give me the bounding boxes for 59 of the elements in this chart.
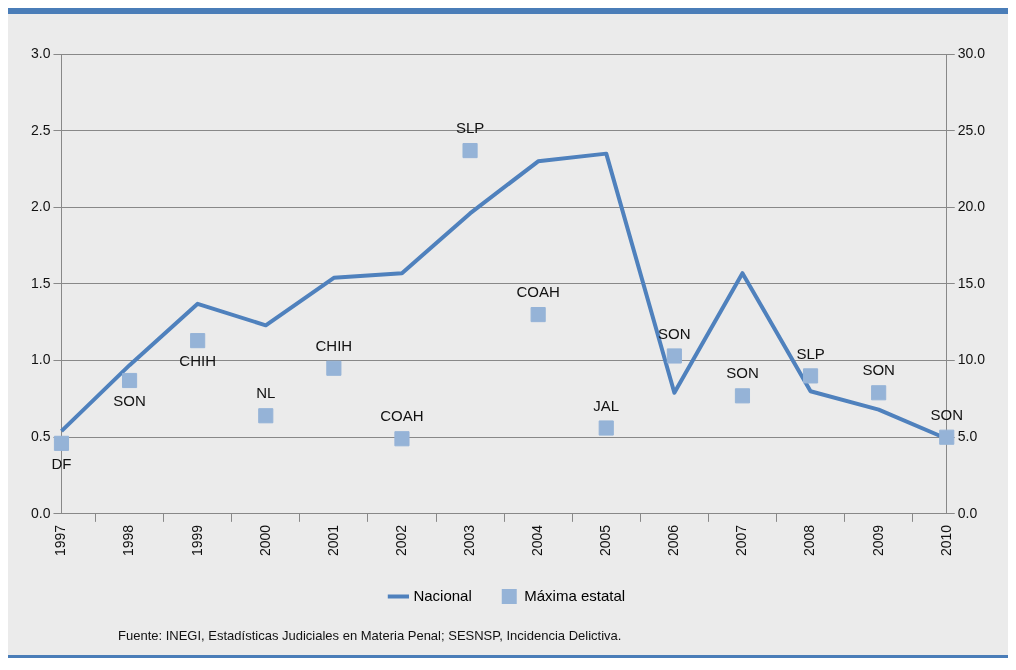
data-label: NL xyxy=(256,384,276,402)
x-tick-label: 2000 xyxy=(256,524,273,557)
data-label: SON xyxy=(658,324,691,342)
data-label: DF xyxy=(51,454,72,472)
point xyxy=(666,348,682,364)
y2-tick-label: 15.0 xyxy=(957,274,986,291)
y2-tick-label: 25.0 xyxy=(957,121,986,138)
y2-tick-label: 5.0 xyxy=(957,428,978,445)
legend-label: Nacional xyxy=(413,586,472,604)
data-label: SON xyxy=(930,405,964,423)
legend-label: Máxima estatal xyxy=(524,586,626,604)
point xyxy=(326,360,342,376)
point xyxy=(394,431,410,447)
x-tick-label: 2003 xyxy=(460,524,477,557)
y2-tick-label: 10.0 xyxy=(957,351,986,368)
point xyxy=(190,333,206,349)
x-tick-label: 2002 xyxy=(392,524,409,557)
point xyxy=(734,388,751,404)
x-tick-label: 1999 xyxy=(188,524,205,557)
y-tick-label: 1.0 xyxy=(30,351,51,368)
x-tick-label: 2010 xyxy=(937,524,954,557)
point xyxy=(258,408,274,424)
y-tick-label: 2.0 xyxy=(30,198,51,215)
y-tick-label: 2.5 xyxy=(30,121,51,138)
data-label: CHIH xyxy=(315,336,353,354)
data-label: COAH xyxy=(516,283,560,301)
y2-tick-label: 30.0 xyxy=(957,44,986,61)
y-tick-label: 1.5 xyxy=(30,274,51,291)
y-tick-label: 3.0 xyxy=(30,44,51,61)
x-tick-label: 2006 xyxy=(665,524,682,557)
y-tick-label: 0.0 xyxy=(30,504,51,521)
data-label: SON xyxy=(726,364,759,382)
data-label: SLP xyxy=(796,344,825,362)
source-note: Fuente: INEGI, Estadísticas Judiciales en Materia Penal; SESNSP, Incidencia Delictiva. xyxy=(117,627,623,645)
y2-tick-label: 0.0 xyxy=(957,504,978,521)
point xyxy=(871,385,887,401)
y2-tick-label: 20.0 xyxy=(957,198,986,215)
point xyxy=(462,143,478,159)
x-tick-label: 1997 xyxy=(52,524,69,557)
point xyxy=(939,429,955,445)
point xyxy=(530,307,546,323)
point xyxy=(598,420,614,436)
x-tick-label: 1998 xyxy=(120,524,137,557)
y-tick-label: 0.5 xyxy=(30,428,51,445)
x-tick-label: 2001 xyxy=(324,524,341,557)
data-label: SLP xyxy=(455,119,485,137)
data-label: SON xyxy=(862,361,895,379)
x-tick-label: 2007 xyxy=(733,524,750,557)
data-label: SON xyxy=(113,392,146,410)
data-label: JAL xyxy=(593,396,620,414)
data-label: COAH xyxy=(380,407,424,425)
point xyxy=(802,368,819,384)
data-label: CHIH xyxy=(179,352,216,370)
point xyxy=(53,435,70,451)
point xyxy=(121,372,138,389)
x-tick-label: 2008 xyxy=(801,524,818,557)
x-tick-label: 2009 xyxy=(869,524,886,557)
x-tick-label: 2005 xyxy=(597,524,614,557)
x-tick-label: 2004 xyxy=(529,524,546,557)
